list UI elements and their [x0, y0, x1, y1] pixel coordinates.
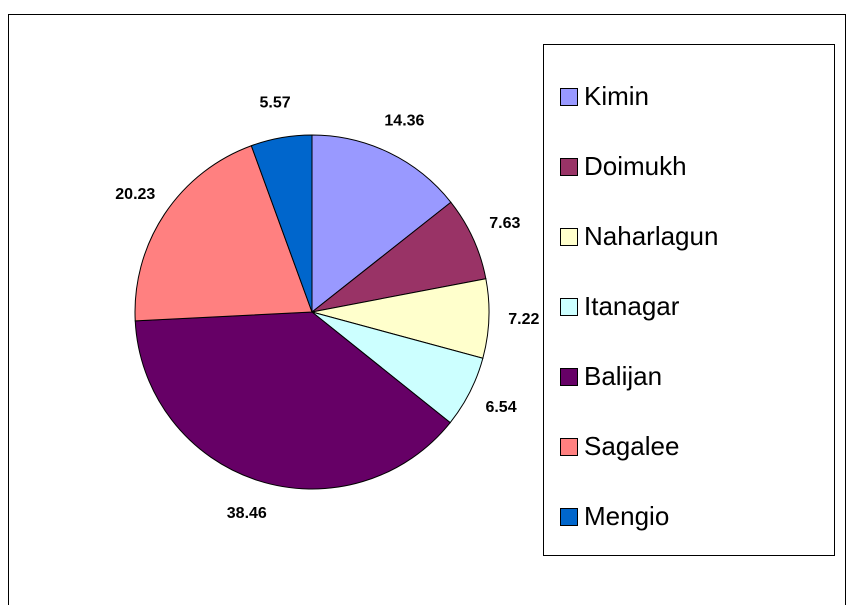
legend-swatch — [560, 508, 578, 526]
pie-slice — [311, 134, 452, 314]
data-label: 5.57 — [260, 94, 291, 111]
legend-swatch — [560, 368, 578, 386]
legend-label: Mengio — [584, 501, 669, 531]
legend-label: Doimukh — [584, 151, 687, 181]
legend-label: Itanagar — [584, 291, 680, 321]
data-label: 6.54 — [485, 399, 516, 416]
data-label: 38.46 — [227, 505, 267, 522]
legend-swatch — [560, 158, 578, 176]
legend-swatch — [560, 438, 578, 456]
legend-label: Naharlagun — [584, 221, 718, 251]
data-label: 7.22 — [508, 311, 539, 328]
pie-slice — [134, 311, 451, 490]
legend-swatch — [560, 88, 578, 106]
pie-slice — [250, 134, 313, 313]
data-label: 7.63 — [489, 215, 520, 232]
legend-swatch — [560, 298, 578, 316]
legend-label: Kimin — [584, 81, 649, 111]
legend-label: Sagalee — [584, 431, 679, 461]
data-label: 14.36 — [384, 112, 424, 129]
data-label: 20.23 — [115, 186, 155, 203]
legend-box — [543, 44, 835, 556]
pie-slice — [134, 145, 313, 322]
legend-swatch — [560, 228, 578, 246]
legend-label: Balijan — [584, 361, 662, 391]
